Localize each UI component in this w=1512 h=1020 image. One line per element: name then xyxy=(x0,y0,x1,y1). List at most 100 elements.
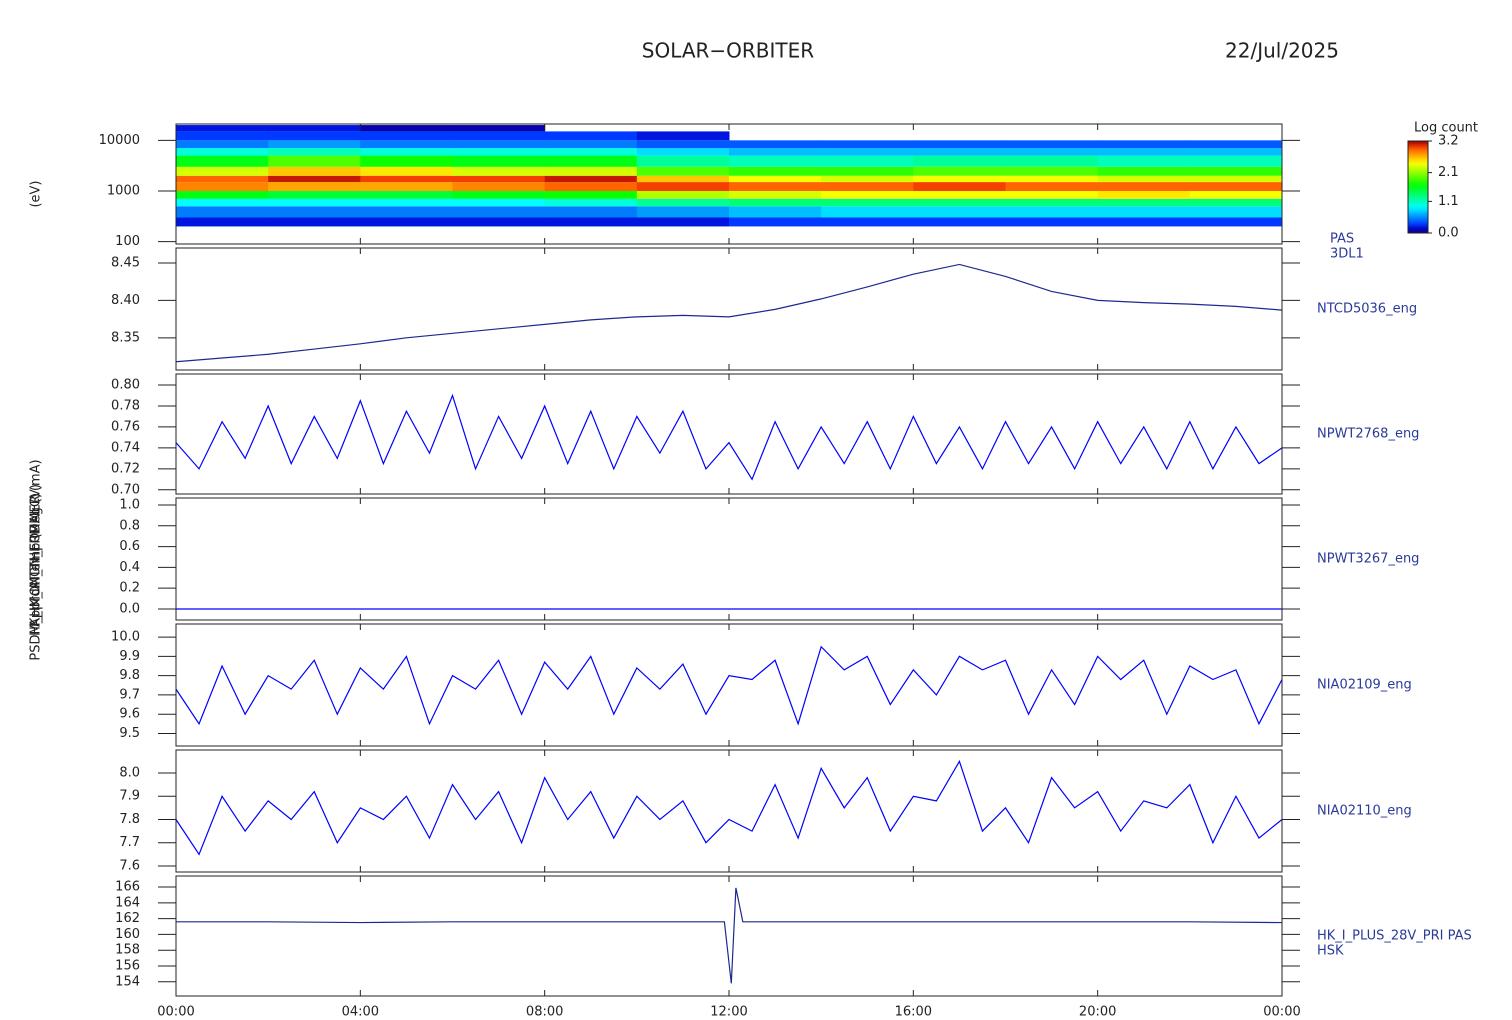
y-tick-label: 8.0 xyxy=(119,766,140,781)
x-tick-label: 04:00 xyxy=(342,1005,379,1020)
spectrogram-cell xyxy=(821,198,914,207)
date: 22/Jul/2025 xyxy=(1225,39,1339,63)
panel-frame xyxy=(175,247,1283,371)
spectrogram-cell xyxy=(729,182,822,192)
y-tick-label: 9.6 xyxy=(119,707,140,722)
spectrogram-cell xyxy=(1097,166,1191,176)
spectrogram-cell xyxy=(1005,166,1099,176)
spectrogram-cell xyxy=(1097,148,1191,156)
spectrogram-cell xyxy=(176,131,269,141)
spectrogram-cell xyxy=(544,155,638,167)
y-tick-label: 164 xyxy=(115,895,140,910)
spectrogram-cell xyxy=(913,217,1006,227)
spectrogram-cell xyxy=(1097,198,1191,207)
spectrogram-cell xyxy=(544,175,638,183)
spectrogram-cell xyxy=(913,206,1006,218)
spectrogram-cell xyxy=(821,191,914,199)
spectrogram-cell xyxy=(913,148,1006,156)
spectrogram-cell xyxy=(729,198,822,207)
spectrogram-cell xyxy=(544,182,638,192)
spectrogram-cell xyxy=(1005,217,1099,227)
spectrogram-cell xyxy=(268,182,361,192)
spectrogram-cell xyxy=(729,191,822,199)
x-tick-label: 16:00 xyxy=(895,1005,932,1020)
y-tick-label: 10000 xyxy=(99,133,140,148)
spectrogram-cell xyxy=(544,140,638,149)
spectrogram-cell xyxy=(176,182,269,192)
y-tick-label: 100 xyxy=(115,234,140,249)
spectrogram-cell xyxy=(636,217,730,227)
spectrogram-cell xyxy=(452,182,546,192)
data-line xyxy=(175,393,1283,481)
y-tick-label: 1000 xyxy=(107,184,140,199)
spectrogram-cell xyxy=(360,217,453,227)
spectrogram-cell xyxy=(729,166,822,176)
spectrogram-cell xyxy=(544,131,638,141)
spectrogram-cell xyxy=(636,175,730,183)
spectrogram-cell xyxy=(636,131,730,141)
spectrogram-cell xyxy=(1189,191,1283,199)
spectrogram-cell xyxy=(452,125,546,132)
data-line xyxy=(175,645,1283,726)
panel-label: HK_I_PLUS_28V_PRI PAS xyxy=(1317,929,1472,944)
spectrogram-cell xyxy=(268,148,361,156)
spectrogram-cell xyxy=(821,206,914,218)
spectrogram-cell xyxy=(913,182,1006,192)
spectrogram-cell xyxy=(360,175,453,183)
spectrogram-cell xyxy=(913,155,1006,167)
panel-label: 3DL1 xyxy=(1330,247,1364,262)
colorbar-tick-label: 0.0 xyxy=(1438,226,1459,241)
y-tick-label: 0.74 xyxy=(111,440,140,455)
spectrogram-cell xyxy=(544,206,638,218)
spectrogram-cell xyxy=(176,140,269,149)
spectrogram-cell xyxy=(913,175,1006,183)
spectrogram-cell xyxy=(176,217,269,227)
spectrogram-cell xyxy=(913,191,1006,199)
spectrogram-cell xyxy=(268,125,361,132)
spectrogram-cell xyxy=(821,148,914,156)
spectrogram-cell xyxy=(729,155,822,167)
spectrogram-cell xyxy=(452,217,546,227)
colorbar-tick-label: 3.2 xyxy=(1438,134,1459,149)
spectrogram-cell xyxy=(636,206,730,218)
y-tick-label: 9.7 xyxy=(119,687,140,702)
chart-title: SOLAR−ORBITER xyxy=(642,39,814,63)
panel-frame xyxy=(175,623,1283,747)
y-tick-label: 0.8 xyxy=(119,518,140,533)
x-tick-label: 12:00 xyxy=(710,1005,747,1020)
spectrogram-cell xyxy=(729,148,822,156)
spectrogram-cell xyxy=(729,140,822,149)
colorbar-title: Log count xyxy=(1414,121,1478,136)
spectrogram-cell xyxy=(176,191,269,199)
y-axis-label: PSDM_HK_IMON_FORMER (mA) xyxy=(29,459,44,660)
panel-frame xyxy=(175,497,1283,621)
spectrogram-cell xyxy=(268,131,361,141)
y-tick-label: 0.6 xyxy=(119,539,140,554)
spectrogram-cell xyxy=(821,175,914,183)
y-tick-label: 0.72 xyxy=(111,461,140,476)
spectrogram-cell xyxy=(360,166,453,176)
spectrogram-cell xyxy=(1189,140,1283,149)
data-line xyxy=(175,263,1283,363)
spectrogram-cell xyxy=(1005,206,1099,218)
spectrogram-cell xyxy=(1189,166,1283,176)
data-line xyxy=(176,887,1283,984)
y-tick-label: 7.7 xyxy=(119,835,140,850)
panel-label: NIA02109_eng xyxy=(1317,678,1412,693)
spectrogram-cell xyxy=(544,217,638,227)
y-tick-label: 0.4 xyxy=(119,560,140,575)
spectrogram-cell xyxy=(729,175,822,183)
colorbar xyxy=(1407,140,1429,234)
spectrogram-cell xyxy=(452,155,546,167)
x-tick-label: 00:00 xyxy=(1263,1005,1300,1020)
spectrogram-cell xyxy=(452,140,546,149)
x-tick-label: 00:00 xyxy=(157,1005,194,1020)
y-tick-label: 0.70 xyxy=(111,482,140,497)
panel-label: HSK xyxy=(1317,944,1344,959)
y-tick-label: 7.9 xyxy=(119,789,140,804)
spectrogram-cell xyxy=(1005,175,1099,183)
spectrogram-cell xyxy=(544,198,638,207)
x-tick-label: 08:00 xyxy=(526,1005,563,1020)
spectrogram-cell xyxy=(452,191,546,199)
spectrogram-cell xyxy=(268,198,361,207)
